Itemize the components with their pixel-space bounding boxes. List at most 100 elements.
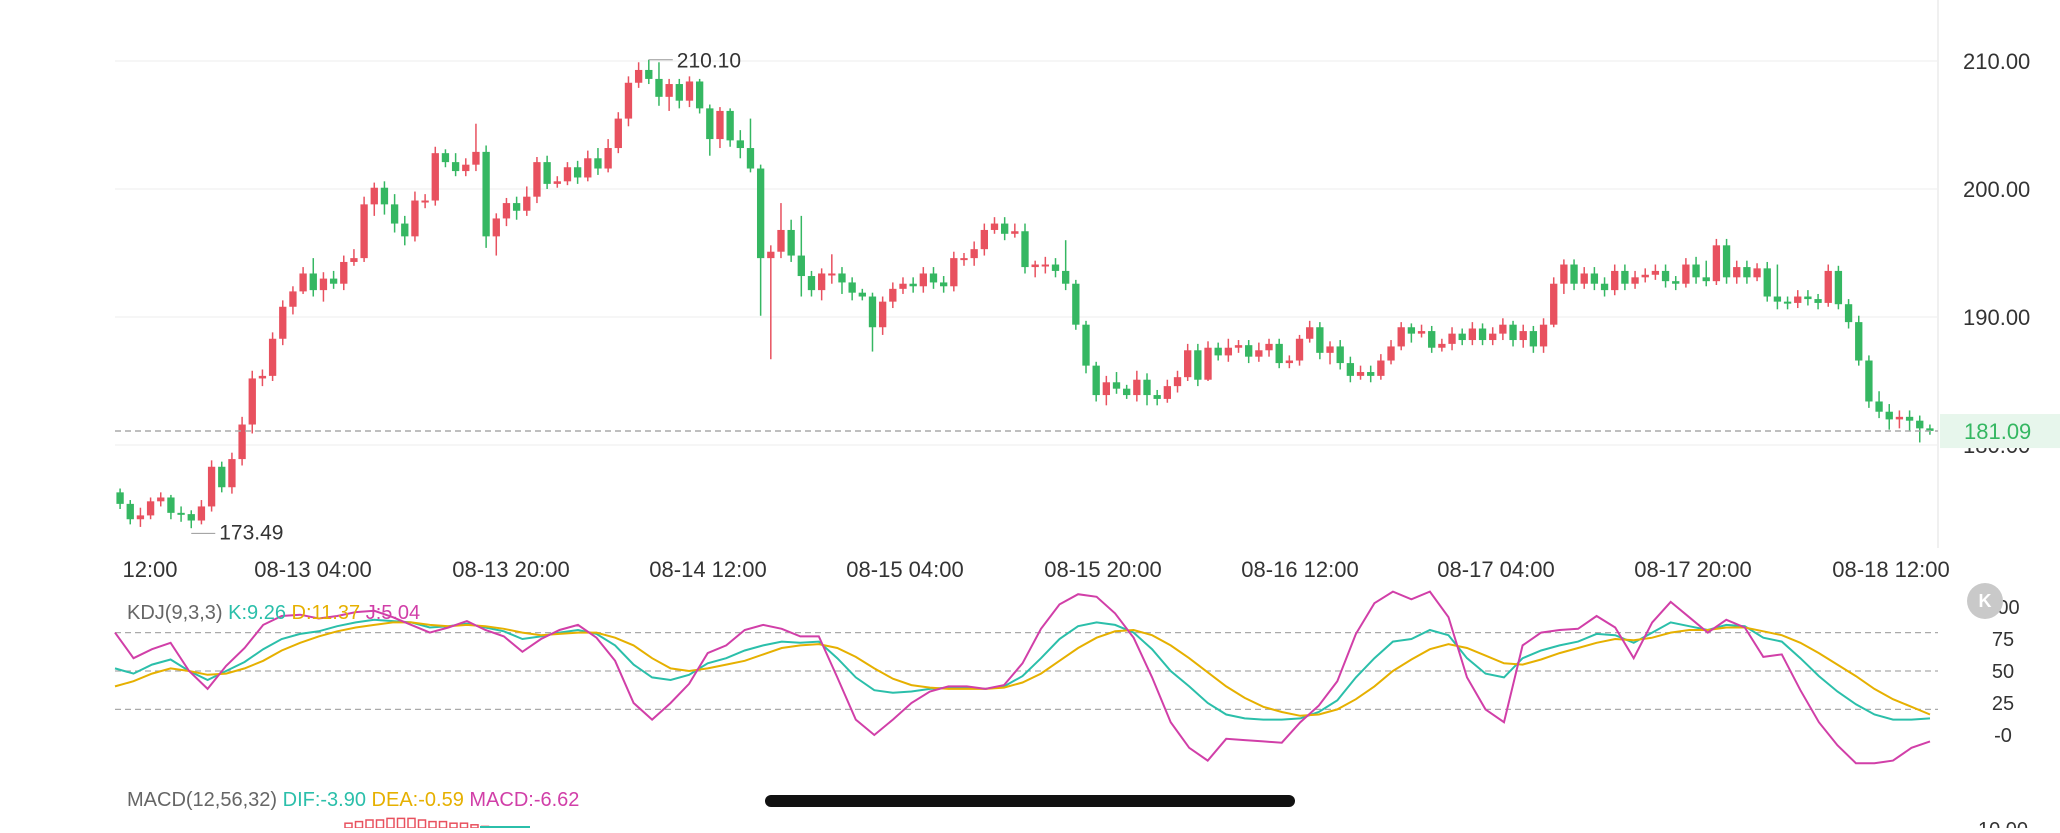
kdj-y-tick: 50 [1992, 661, 2014, 683]
candle-body [472, 151, 480, 165]
candle-body [1336, 346, 1344, 364]
macd-histogram-bar [375, 819, 385, 829]
candle-body [533, 162, 541, 197]
candle-body [1743, 267, 1751, 278]
scroll-handle[interactable] [765, 795, 1295, 807]
candle-body [329, 278, 338, 284]
candle-body [1214, 347, 1222, 356]
candle-body [1377, 360, 1385, 376]
candle-body [462, 164, 470, 172]
candle-body [1072, 283, 1080, 325]
candle-body [868, 296, 877, 328]
candle-body [421, 200, 429, 203]
candle-body [228, 459, 236, 488]
candle-body [1397, 327, 1405, 347]
candle-body [939, 282, 948, 287]
candle-body [1621, 270, 1629, 284]
candle-body [1021, 231, 1029, 268]
candle-body [950, 258, 958, 287]
candle-body [1702, 277, 1710, 282]
candle-body [1539, 324, 1548, 347]
candle-body [1194, 350, 1202, 380]
x-tick-label: 08-15 04:00 [846, 557, 963, 582]
candle-body [889, 288, 897, 302]
candle-body [512, 203, 521, 211]
candle-body [1682, 264, 1690, 284]
x-tick-label: 08-16 12:00 [1241, 557, 1358, 582]
candle-body [441, 153, 450, 163]
candle-body [319, 278, 328, 291]
x-tick-label: 12:00 [122, 557, 177, 582]
candle-body [370, 187, 378, 205]
candle-body [360, 204, 368, 259]
k-icon[interactable]: K [1967, 583, 2003, 619]
candle-body [1285, 360, 1294, 364]
candle-body [451, 162, 460, 172]
candle-body [238, 424, 246, 460]
candle-body [390, 204, 399, 224]
kdj-j-line [114, 590, 1931, 765]
candle-body [1133, 379, 1141, 396]
candle-body [218, 466, 226, 488]
last-price-label: 181.09 [1964, 419, 2031, 444]
candle-body [1560, 264, 1568, 284]
high-marker-label: 210.10 [677, 50, 741, 73]
kdj-d-line [114, 621, 1931, 717]
y-tick-label: 210.00 [1963, 49, 2030, 74]
candle-body [502, 203, 511, 219]
candle-body [675, 84, 683, 101]
candle-body [1905, 416, 1914, 421]
candle-body [1570, 264, 1578, 284]
candle-body [1082, 324, 1090, 366]
candle-body [1011, 231, 1019, 234]
candle-body [899, 283, 907, 289]
candle-body [146, 501, 155, 516]
candle-body [1102, 382, 1111, 396]
candle-body [1112, 382, 1121, 389]
candle-body [1814, 299, 1822, 303]
candle-body [980, 229, 988, 250]
candle-body [960, 258, 968, 261]
candle-body [1448, 333, 1456, 344]
candle-body [157, 497, 165, 502]
candle-body [817, 273, 826, 291]
candle-body [1519, 331, 1527, 341]
candle-body [624, 82, 633, 119]
candle-body [909, 283, 917, 287]
candle-body [187, 514, 195, 521]
candle-body [1875, 401, 1883, 412]
candle-body [716, 110, 724, 140]
candle-body [1855, 322, 1863, 361]
candle-body [970, 249, 978, 259]
macd-value: MACD:-6.62 [469, 789, 580, 811]
candle-body [1326, 346, 1334, 353]
candle-body [1509, 324, 1517, 341]
kdj-y-tick: 25 [1992, 693, 2014, 715]
candle-body [136, 515, 145, 520]
candle-body [197, 506, 206, 521]
candle-body [695, 81, 704, 109]
x-tick-label: 08-13 04:00 [254, 557, 371, 582]
candle-body [553, 181, 561, 184]
candle-body [1428, 331, 1436, 348]
candle-body [645, 69, 653, 79]
candle-body [268, 338, 277, 376]
kdj-k-line [114, 618, 1931, 721]
candle-body [756, 168, 765, 259]
candle-body [929, 273, 938, 283]
candle-body [492, 218, 500, 237]
low-marker-label: 173.49 [219, 521, 283, 544]
kdj-j-value: J:5.04 [365, 602, 421, 624]
candle-body [1550, 283, 1558, 325]
candle-body [706, 108, 714, 140]
candle-body [1916, 420, 1924, 429]
candle-body [1753, 268, 1761, 278]
candle-body [126, 503, 134, 520]
candle-body [1234, 345, 1243, 348]
candle-body [1499, 324, 1507, 334]
macd-dea-value: DEA:-0.59 [371, 789, 464, 811]
kdj-y-tick: -0 [1994, 725, 2012, 747]
candle-body [767, 251, 775, 259]
